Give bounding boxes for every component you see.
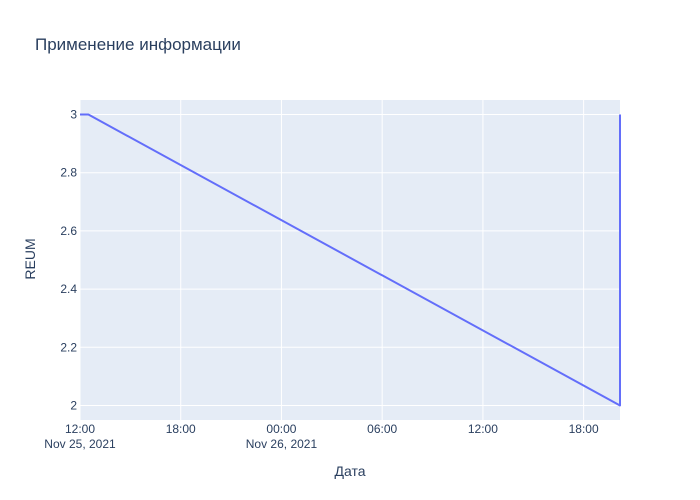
chart-title: Применение информации (35, 35, 241, 54)
y-tick-label: 2.8 (60, 166, 77, 180)
x-axis-title: Дата (334, 463, 365, 479)
y-axis-title: REUM (22, 238, 38, 279)
series-layer (80, 113, 621, 407)
x-tick-label: 18:00 (166, 422, 196, 436)
plot-background (80, 100, 620, 420)
y-tick-label: 2.2 (60, 340, 77, 354)
grid (79, 100, 620, 420)
y-tick-label: 3 (70, 108, 77, 122)
x-tick-label: 12:00 (65, 422, 95, 436)
x-tick-label: 12:00 (468, 422, 498, 436)
x-tick-label: 06:00 (367, 422, 397, 436)
x-tick-date-label: Nov 26, 2021 (246, 437, 318, 451)
x-tick-date-label: Nov 25, 2021 (44, 437, 116, 451)
y-axis-ticks: 2 2.2 2.4 2.6 2.8 3 (60, 108, 77, 413)
y-tick-label: 2.6 (60, 224, 77, 238)
series-line (80, 113, 621, 407)
x-tick-label: 00:00 (266, 422, 296, 436)
y-tick-label: 2 (70, 398, 77, 412)
x-tick-label: 18:00 (569, 422, 599, 436)
y-tick-label: 2.4 (60, 282, 77, 296)
